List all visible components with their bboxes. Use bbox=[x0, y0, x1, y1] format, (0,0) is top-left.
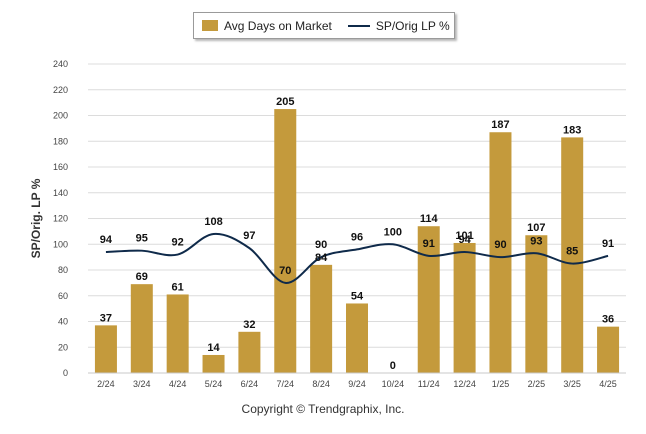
bar bbox=[310, 264, 333, 373]
y-tick-label: 0 bbox=[63, 368, 68, 378]
y-tick-label: 60 bbox=[58, 291, 68, 301]
bar-value-label: 14 bbox=[207, 342, 220, 354]
x-tick-label: 3/24 bbox=[133, 379, 151, 389]
bars bbox=[94, 109, 620, 373]
y-tick-label: 200 bbox=[53, 111, 68, 121]
sp-orig-lp-line bbox=[105, 232, 609, 284]
x-tick-label: 4/25 bbox=[599, 379, 617, 389]
bar-value-label: 84 bbox=[315, 252, 328, 264]
x-tick-label: 5/24 bbox=[205, 379, 223, 389]
line-value-label: 70 bbox=[279, 265, 291, 277]
bar-value-label: 69 bbox=[136, 271, 148, 283]
line-value-label: 92 bbox=[172, 237, 184, 249]
x-tick-label: 7/24 bbox=[277, 379, 295, 389]
x-tick-label: 12/24 bbox=[453, 379, 476, 389]
bar bbox=[94, 325, 117, 373]
line-value-label: 94 bbox=[458, 234, 471, 246]
bar bbox=[489, 132, 512, 373]
bar-value-label: 114 bbox=[420, 213, 439, 225]
bar bbox=[597, 326, 620, 373]
data-labels: 37 69 61 14 32 205 84 54 0 114 101 187 107 183 36 94 95 9… bbox=[100, 96, 614, 372]
y-tick-label: 140 bbox=[53, 188, 68, 198]
legend-label-avg-days: Avg Days on Market bbox=[224, 18, 332, 33]
line-value-label: 94 bbox=[100, 234, 113, 246]
y-tick-label: 220 bbox=[53, 85, 68, 95]
bar bbox=[202, 354, 225, 373]
y-tick-label: 240 bbox=[53, 59, 68, 69]
bar-value-label: 54 bbox=[351, 290, 364, 302]
legend-item-sp-orig-lp[interactable]: SP/Orig LP % bbox=[332, 19, 450, 33]
x-tick-label: 6/24 bbox=[241, 379, 259, 389]
y-tick-label: 100 bbox=[53, 239, 68, 249]
x-tick-label: 2/24 bbox=[97, 379, 115, 389]
line-value-label: 85 bbox=[566, 246, 578, 258]
bar bbox=[417, 226, 440, 373]
bar-value-label: 183 bbox=[563, 124, 581, 136]
axes: 020406080100120140160180200220240SP/Orig… bbox=[29, 59, 626, 389]
line-value-label: 95 bbox=[136, 233, 148, 245]
x-tick-label: 11/24 bbox=[418, 379, 440, 389]
line-value-label: 91 bbox=[423, 238, 435, 250]
y-axis-label: SP/Orig. LP % bbox=[29, 178, 43, 258]
y-tick-label: 160 bbox=[53, 162, 68, 172]
y-tick-label: 120 bbox=[53, 214, 68, 224]
bar-value-label: 205 bbox=[276, 96, 294, 108]
copyright-text: Copyright © Trendgraphix, Inc. bbox=[241, 402, 405, 416]
x-tick-label: 8/24 bbox=[312, 379, 330, 389]
bar bbox=[525, 235, 548, 373]
bar bbox=[130, 284, 153, 373]
chart-legend: Avg Days on Market SP/Orig LP % bbox=[193, 12, 455, 39]
line-value-label: 108 bbox=[204, 216, 222, 228]
x-tick-label: 4/24 bbox=[169, 379, 187, 389]
bar bbox=[453, 242, 476, 373]
bar-value-label: 61 bbox=[172, 281, 184, 293]
bar bbox=[238, 331, 261, 373]
line-value-label: 90 bbox=[494, 239, 506, 251]
y-tick-label: 80 bbox=[58, 265, 68, 275]
bar bbox=[561, 137, 584, 373]
line-value-label: 96 bbox=[351, 231, 363, 243]
line-value-label: 97 bbox=[243, 230, 255, 242]
bar-value-label: 107 bbox=[527, 222, 545, 234]
bar-value-label: 32 bbox=[243, 319, 255, 331]
bar-value-label: 0 bbox=[390, 360, 396, 372]
x-tick-label: 3/25 bbox=[563, 379, 581, 389]
chart-svg: 37 69 61 14 32 205 84 54 0 114 101 187 107 183 36 94 95 9… bbox=[29, 59, 626, 389]
legend-item-avg-days[interactable]: Avg Days on Market bbox=[194, 19, 332, 33]
line-value-label: 100 bbox=[384, 226, 402, 238]
bar bbox=[274, 109, 297, 373]
bar-value-label: 37 bbox=[100, 312, 112, 324]
y-tick-label: 20 bbox=[58, 342, 68, 352]
x-tick-label: 10/24 bbox=[382, 379, 405, 389]
x-tick-label: 1/25 bbox=[492, 379, 510, 389]
line-value-label: 93 bbox=[530, 235, 542, 247]
line-series bbox=[105, 232, 609, 284]
x-tick-label: 9/24 bbox=[348, 379, 366, 389]
y-tick-label: 40 bbox=[58, 317, 68, 327]
legend-swatch-line bbox=[347, 24, 370, 27]
bar-value-label: 36 bbox=[602, 314, 614, 326]
bar-value-label: 187 bbox=[491, 119, 509, 131]
y-tick-label: 180 bbox=[53, 136, 68, 146]
bar-value-label: 101 bbox=[455, 230, 473, 242]
x-tick-label: 2/25 bbox=[528, 379, 546, 389]
legend-swatch-bar bbox=[202, 20, 218, 31]
bar bbox=[346, 303, 368, 373]
line-value-label: 91 bbox=[602, 238, 614, 250]
bar bbox=[166, 294, 189, 373]
line-value-label: 90 bbox=[315, 239, 327, 251]
legend-label-sp-orig-lp: SP/Orig LP % bbox=[375, 18, 450, 33]
